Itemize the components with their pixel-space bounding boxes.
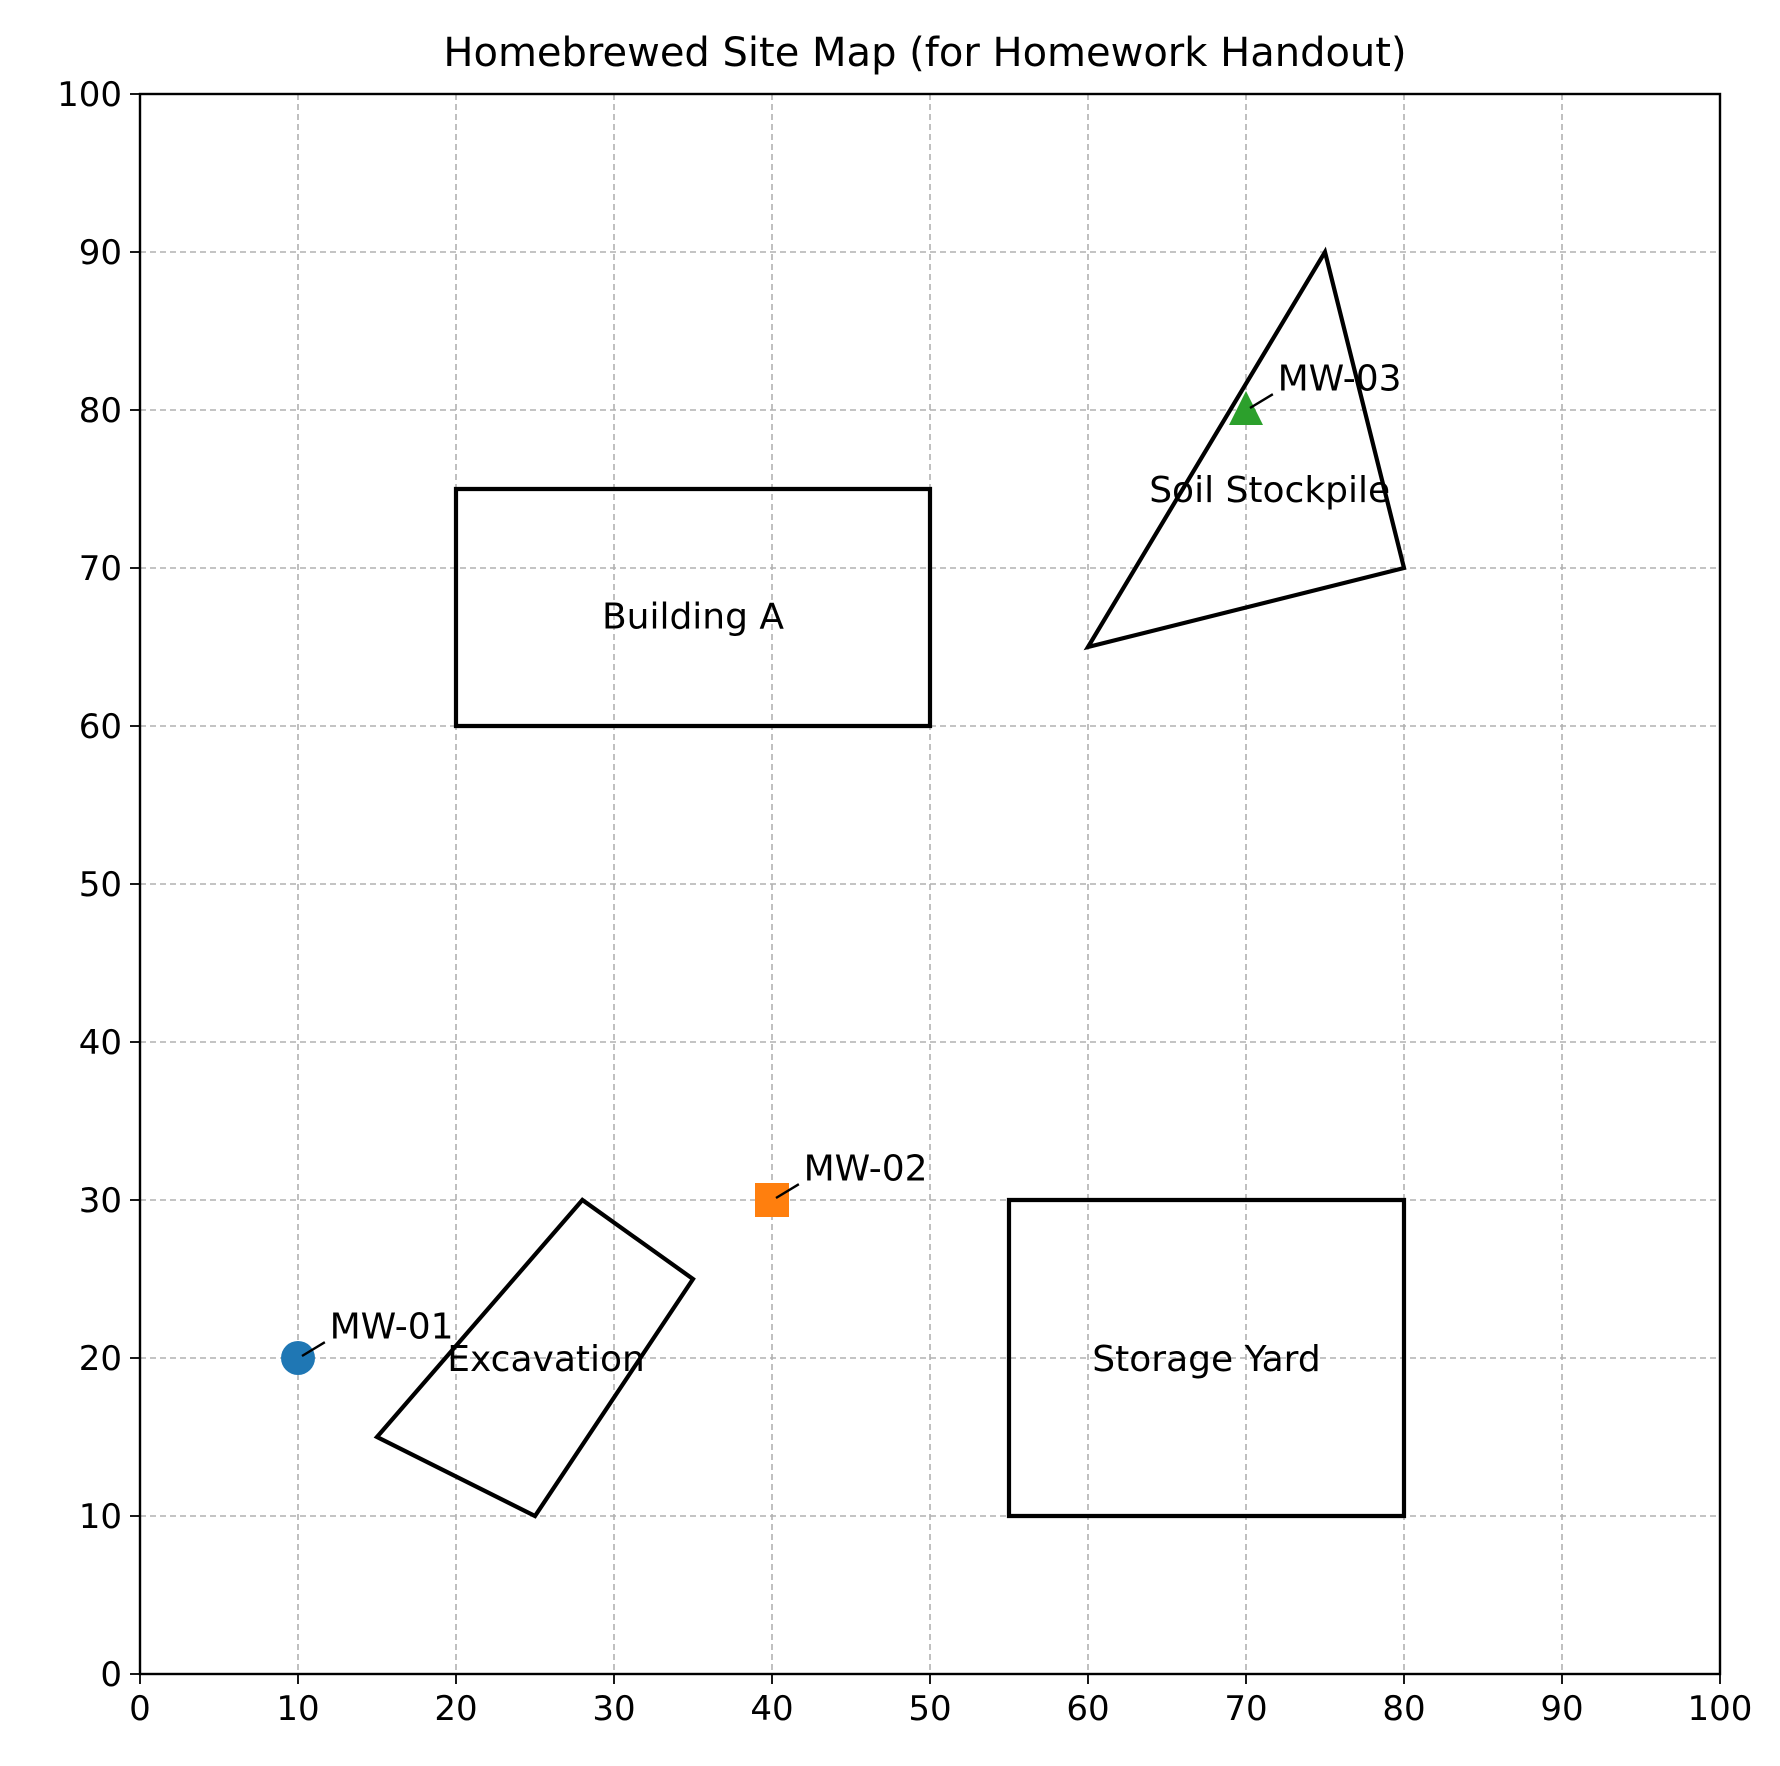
x-tick-label-6: 60 xyxy=(1066,1689,1109,1729)
well-label-mw-01: MW-01 xyxy=(330,1306,454,1347)
well-marker-mw-02 xyxy=(755,1183,789,1217)
y-tick-label-1: 10 xyxy=(79,1497,122,1537)
feature-outline-building-a xyxy=(453,486,933,729)
well-marker-mw-03 xyxy=(1229,391,1263,425)
y-tick-label-0: 0 xyxy=(100,1655,122,1695)
y-tick-label-5: 50 xyxy=(79,865,122,905)
well-leader-mw-01 xyxy=(301,1341,326,1358)
well-leader-mw-02 xyxy=(775,1183,800,1200)
x-tick-label-1: 10 xyxy=(276,1689,319,1729)
feature-label-building-a: Building A xyxy=(602,596,784,637)
y-tick-label-3: 30 xyxy=(79,1181,122,1221)
x-tick-label-4: 40 xyxy=(750,1689,793,1729)
feature-label-excavation: Excavation xyxy=(447,1339,645,1380)
axis-ticks: 0 10 20 30 40 50 60 70 80 90 100 0 10 20 30 40 50 60 70 80 9… xyxy=(57,75,1752,1729)
y-tick-label-10: 100 xyxy=(57,75,122,115)
chart-title: Homebrewed Site Map (for Homework Handou… xyxy=(443,30,1406,76)
y-tick-label-2: 20 xyxy=(79,1339,122,1379)
monitoring-wells: MW-01 MW-02 MW-03 xyxy=(281,358,1402,1375)
y-tick-label-8: 80 xyxy=(79,391,122,431)
well-label-mw-03: MW-03 xyxy=(1278,358,1402,399)
well-marker-mw-01 xyxy=(281,1341,315,1375)
x-tick-label-2: 20 xyxy=(434,1689,477,1729)
y-tick-label-7: 70 xyxy=(79,549,122,589)
x-tick-label-10: 100 xyxy=(1688,1689,1753,1729)
well-leader-mw-03 xyxy=(1249,393,1274,410)
feature-outline-storage-yard xyxy=(1006,1197,1407,1519)
site-features: Building A Soil Stockpile Excavation Storag… xyxy=(373,246,1407,1519)
feature-outline-excavation xyxy=(373,1197,696,1519)
x-tick-label-8: 80 xyxy=(1382,1689,1425,1729)
x-tick-label-3: 30 xyxy=(592,1689,635,1729)
x-tick-label-7: 70 xyxy=(1224,1689,1267,1729)
feature-label-soil-stockpile: Soil Stockpile xyxy=(1149,470,1390,511)
x-tick-label-9: 90 xyxy=(1540,1689,1583,1729)
y-tick-label-9: 90 xyxy=(79,233,122,273)
y-tick-label-6: 60 xyxy=(79,707,122,747)
well-label-mw-02: MW-02 xyxy=(804,1148,928,1189)
feature-label-storage-yard: Storage Yard xyxy=(1092,1339,1320,1380)
y-tick-label-4: 40 xyxy=(79,1023,122,1063)
x-tick-label-5: 50 xyxy=(908,1689,951,1729)
feature-outline-soil-stockpile xyxy=(1083,246,1407,651)
x-tick-label-0: 0 xyxy=(129,1689,151,1729)
